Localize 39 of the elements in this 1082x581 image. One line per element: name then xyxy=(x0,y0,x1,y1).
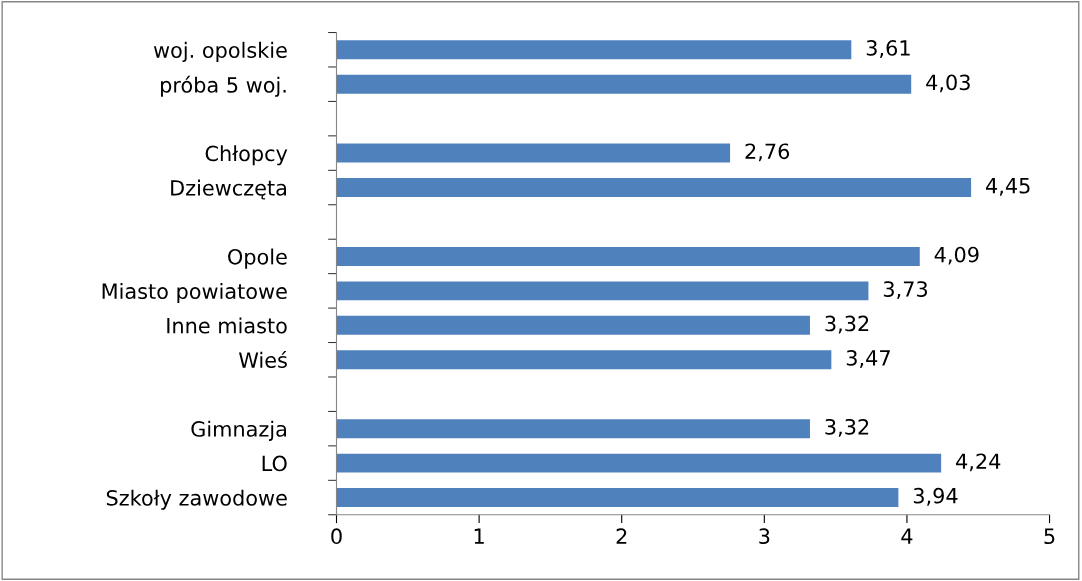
bar xyxy=(336,143,731,163)
y-tick-label: Dziewczęta xyxy=(171,179,286,200)
bar xyxy=(336,315,810,335)
y-tick-label: LO xyxy=(262,455,287,472)
y-tick-label: Inne miasto xyxy=(167,317,287,334)
data-label: 3,61 xyxy=(866,40,910,58)
y-tick-label: Gimnazja xyxy=(191,420,286,441)
data-label: 3,32 xyxy=(825,418,869,437)
bar xyxy=(336,419,810,439)
y-tick-label: Wieś xyxy=(238,351,287,368)
data-label: 4,24 xyxy=(956,453,1001,472)
data-label: 2,76 xyxy=(745,143,790,162)
bar xyxy=(336,453,942,473)
bar xyxy=(336,246,920,266)
bar xyxy=(336,350,832,370)
data-label: 4,03 xyxy=(926,74,970,93)
y-tick-label: Szkoły zawodowe xyxy=(106,489,287,510)
y-tick-label: próba 5 woj. xyxy=(161,75,286,97)
x-tick-label: 2 xyxy=(616,528,627,544)
data-label: 3,94 xyxy=(913,487,958,506)
y-tick-label: Opole xyxy=(228,248,287,269)
bar xyxy=(336,40,852,60)
bar xyxy=(336,281,869,301)
bar xyxy=(336,178,972,198)
x-tick-label: 3 xyxy=(759,528,770,545)
data-label: 3,73 xyxy=(883,281,928,300)
y-tick-label: Miasto powiatowe xyxy=(102,282,287,304)
x-tick-label: 5 xyxy=(1044,528,1055,545)
y-tick-label: woj. opolskie xyxy=(153,41,287,63)
x-tick-label: 0 xyxy=(331,528,342,545)
bar xyxy=(336,74,912,94)
bar xyxy=(336,488,899,508)
data-label: 4,45 xyxy=(986,178,1030,196)
data-label: 3,47 xyxy=(846,350,890,368)
y-tick-label: Chłopcy xyxy=(205,145,288,166)
data-label: 4,09 xyxy=(934,246,979,265)
x-tick-label: 4 xyxy=(901,528,913,544)
data-label: 3,32 xyxy=(825,315,869,334)
x-tick-label: 1 xyxy=(474,528,484,544)
